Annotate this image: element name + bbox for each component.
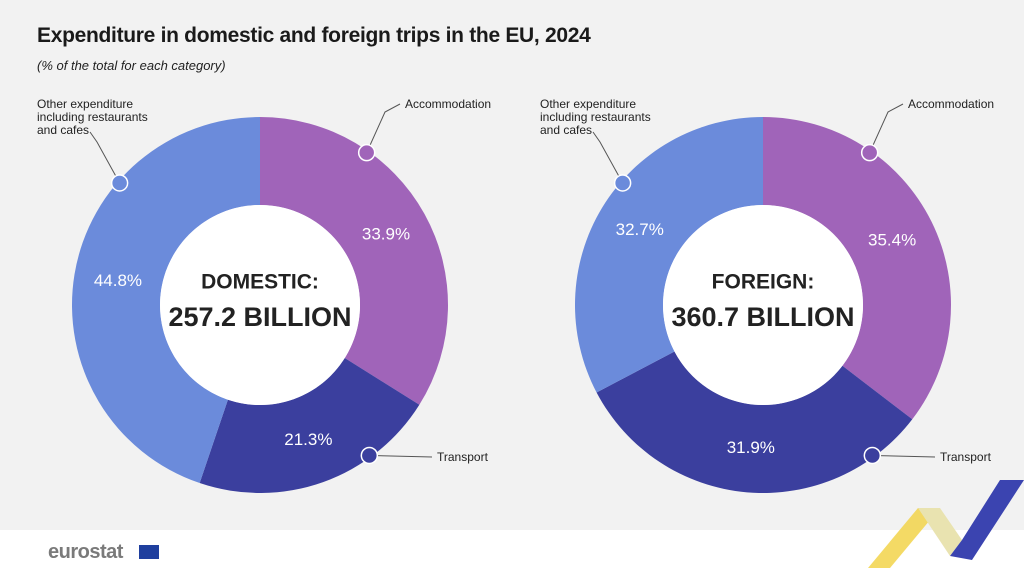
callout-line [872, 454, 936, 458]
callout-line [592, 131, 624, 184]
value-label: 33.9% [362, 225, 410, 244]
ribbon [918, 508, 962, 556]
callout-line [366, 103, 401, 153]
value-label: 32.7% [616, 220, 664, 239]
category-label: Other expenditure including restaurants … [37, 97, 148, 137]
center-value: 257.2 BILLION [168, 302, 351, 332]
donut-slice [72, 117, 260, 484]
callout-marker [863, 446, 882, 465]
value-label: 35.4% [868, 231, 916, 250]
center-title: DOMESTIC: [201, 271, 319, 294]
callout-marker [360, 446, 379, 465]
donut-slice [763, 117, 951, 420]
eu-flag [139, 545, 159, 559]
callout-marker [357, 143, 376, 162]
category-label: Accommodation [405, 97, 492, 111]
category-label: Other expenditure including restaurants … [540, 97, 651, 137]
callout-marker [110, 174, 129, 192]
callout-marker [860, 143, 879, 162]
value-label: 21.3% [284, 430, 332, 449]
category-label: Transport [437, 450, 488, 464]
category-label: Transport [940, 450, 991, 464]
value-label: 31.9% [727, 438, 775, 457]
donut-hole [160, 205, 360, 405]
callout-line [869, 103, 904, 153]
callout-line [369, 454, 433, 458]
logo: eurostat [48, 541, 123, 563]
ribbon [950, 480, 1024, 560]
center-title: FOREIGN: [712, 271, 815, 294]
donut-slice [260, 117, 448, 405]
donut-hole [663, 205, 863, 405]
subtitle: (% of the total for each category) [37, 58, 226, 73]
center-value: 360.7 BILLION [671, 302, 854, 332]
value-label: 44.8% [94, 271, 142, 290]
callout-marker [613, 174, 632, 192]
title: Expenditure in domestic and foreign trip… [37, 24, 591, 47]
ribbon [868, 508, 940, 568]
category-label: Accommodation [908, 97, 995, 111]
donut-slice [596, 351, 913, 493]
callout-line [89, 131, 121, 184]
